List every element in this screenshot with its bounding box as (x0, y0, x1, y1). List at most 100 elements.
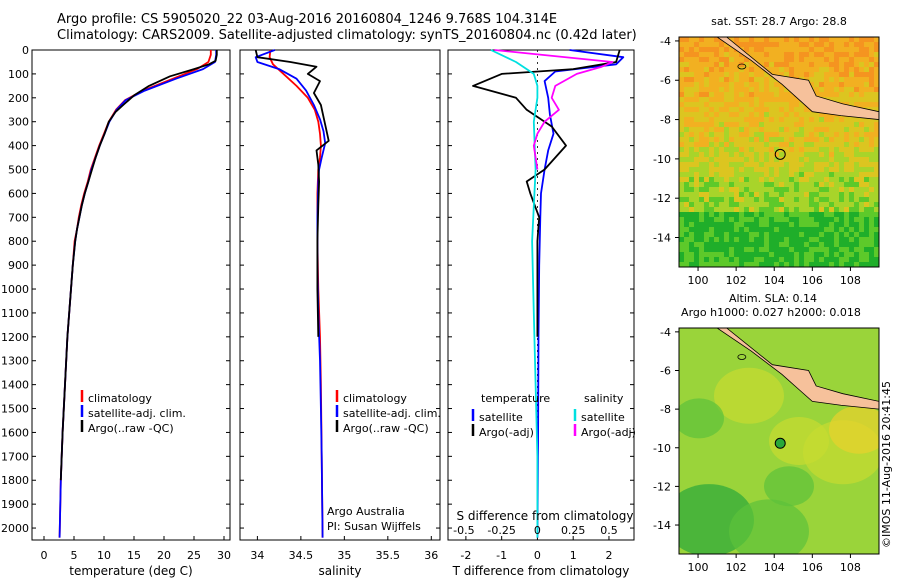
x2-axis-label: S difference from climatology (457, 509, 634, 523)
legend: temperature salinity satellite Argo(-adj) sa… (471, 392, 636, 439)
map-x-tick-label: 100 (688, 561, 709, 574)
legend-label: Argo(-adj) (479, 426, 534, 439)
map-x-tick-label: 106 (802, 274, 823, 287)
y-tick-label: 1700 (1, 450, 29, 463)
x-tick-label: 30 (217, 549, 231, 562)
legend-header: temperature (481, 392, 550, 405)
map-y-tick-label: -14 (653, 232, 671, 245)
series-line-satellite-adj-clim- (254, 49, 327, 538)
y-tick-label: 1200 (1, 331, 29, 344)
x-tick-label: -2 (460, 549, 471, 562)
map-title: sat. SST: 28.7 Argo: 28.8 (711, 15, 847, 28)
x-tick-label: 0 (41, 549, 48, 562)
y-tick-label: 500 (8, 164, 29, 177)
argo-location-marker (774, 148, 786, 160)
plot-frame (239, 49, 441, 541)
y-tick-label: 0 (22, 44, 29, 57)
legend-header: salinity (584, 392, 624, 405)
x2-tick-label: -0.25 (487, 524, 515, 537)
x2-tick-label: 0.25 (561, 524, 586, 537)
legend-label: Argo(-adj) (581, 426, 636, 439)
legend: climatology satellite-adj. clim. Argo(..ra… (80, 390, 186, 435)
map-x-tick-label: 104 (764, 274, 785, 287)
map-x-tick-label: 104 (764, 561, 785, 574)
legend: climatology satellite-adj. clim. Argo(..ra… (335, 390, 441, 435)
legend-label: Argo(..raw -QC) (88, 422, 174, 435)
plot-frame (447, 49, 635, 541)
x-axis-label: temperature (deg C) (69, 564, 192, 578)
map-field (679, 37, 879, 267)
map-y-tick-label: -8 (660, 114, 671, 127)
y-tick-label: 1500 (1, 403, 29, 416)
series-line-argo-raw-qc- (254, 49, 330, 337)
x-tick-label: 25 (187, 549, 201, 562)
series-line-argo-adj- (472, 49, 621, 337)
y-tick-label: 1900 (1, 498, 29, 511)
x-tick-label: 2 (605, 549, 612, 562)
map-y-tick-label: -10 (653, 442, 671, 455)
y-tick-label: 2000 (1, 522, 29, 535)
map-sst_map: 100 102 104 106 108 -4 -6 -8 -10 -12 -14 sat. SST: … (653, 15, 880, 287)
map-x-tick-label: 102 (726, 274, 747, 287)
x-tick-label: 36 (424, 549, 438, 562)
map-y-tick-label: -12 (653, 480, 671, 493)
land-mass (716, 37, 879, 120)
x-tick-label: 5 (71, 549, 78, 562)
y-tick-label: 900 (8, 259, 29, 272)
map-title: Altim. SLA: 0.14 (729, 292, 817, 305)
x-tick-label: 1 (570, 549, 577, 562)
x2-tick-label: 0.5 (600, 524, 618, 537)
legend-label: climatology (88, 392, 152, 405)
y-tick-label: 1400 (1, 379, 29, 392)
map-y-tick-label: -6 (660, 364, 671, 377)
map-y-tick-label: -4 (660, 326, 671, 339)
x-axis-label: T difference from climatology (452, 564, 630, 578)
map-y-tick-label: -8 (660, 403, 671, 416)
series-line-argo-adj- (494, 49, 614, 170)
x-tick-label: 10 (97, 549, 111, 562)
argo-location-marker (774, 437, 786, 449)
map-y-tick-label: -10 (653, 153, 671, 166)
x-tick-label: 35 (337, 549, 351, 562)
map-x-tick-label: 106 (802, 561, 823, 574)
map-frame (678, 36, 880, 268)
map-frame (678, 327, 880, 555)
map-x-tick-label: 100 (688, 274, 709, 287)
annotation-text: PI: Susan Wijffels (327, 520, 421, 533)
y-tick-label: 1600 (1, 426, 29, 439)
map-y-tick-label: -4 (660, 35, 671, 48)
series-line-argo-raw-qc- (59, 50, 218, 481)
annotation-text: Argo Australia (327, 505, 405, 518)
y-tick-label: 400 (8, 140, 29, 153)
x-tick-label: 34 (250, 549, 264, 562)
y-tick-label: 600 (8, 187, 29, 200)
x-tick-label: 15 (127, 549, 141, 562)
panel-difference: -2 -1 0 1 2 T difference from climatology -0.5… (447, 49, 636, 578)
header-line-2: Climatology: CARS2009. Satellite-adjuste… (57, 28, 637, 43)
credit-text: ©IMOS 11-Aug-2016 20:41:45 (880, 381, 893, 548)
legend-label: satellite (479, 411, 523, 424)
y-tick-label: 1100 (1, 307, 29, 320)
plot-frame (31, 49, 231, 541)
x-tick-label: 34.5 (289, 549, 314, 562)
x-tick-label: 20 (157, 549, 171, 562)
legend-label: satellite (581, 411, 625, 424)
x-tick-label: 35.5 (376, 549, 401, 562)
y-tick-label: 300 (8, 116, 29, 129)
panel-salinity: 34 34.5 35 35.5 36 salinity climatology satelli… (239, 49, 441, 578)
x2-tick-label: -0.5 (453, 524, 474, 537)
island-outline (737, 354, 747, 360)
legend-label: climatology (343, 392, 407, 405)
y-tick-label: 100 (8, 68, 29, 81)
x-tick-label: -1 (496, 549, 507, 562)
x-tick-label: 0 (534, 549, 541, 562)
map-field (679, 328, 879, 554)
legend-label: satellite-adj. clim. (343, 407, 441, 420)
y-tick-label: 700 (8, 211, 29, 224)
map-y-tick-label: -6 (660, 74, 671, 87)
y-tick-label: 200 (8, 92, 29, 105)
header-line-1: Argo profile: CS 5905020_22 03-Aug-2016 … (57, 12, 558, 27)
y-tick-label: 1300 (1, 355, 29, 368)
